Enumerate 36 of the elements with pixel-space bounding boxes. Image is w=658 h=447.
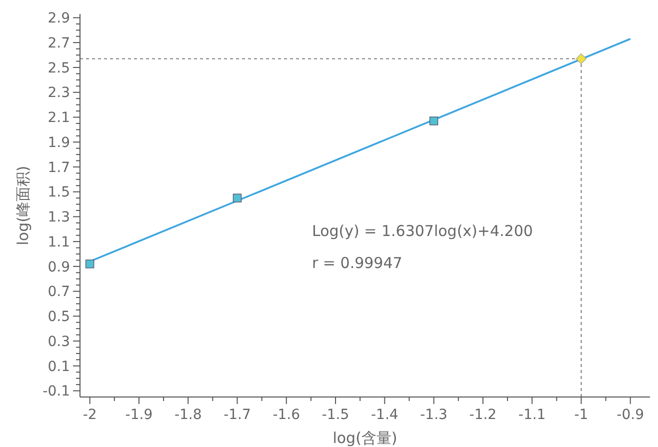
x-tick-label: -1.4: [370, 407, 398, 423]
x-tick-label: -1.8: [174, 407, 202, 423]
y-tick-label: 2.5: [48, 60, 70, 76]
y-tick-label: 0.1: [48, 358, 70, 375]
x-tick-label: -1: [574, 407, 588, 423]
x-tick-label: -1.7: [224, 407, 251, 423]
y-tick-label: 2.9: [48, 10, 70, 27]
y-tick-label: 1.7: [48, 160, 70, 176]
y-tick-label: 2.1: [48, 110, 70, 126]
point: [232, 194, 242, 202]
y-tick-label: 0.5: [48, 309, 70, 326]
y-tick-label: -0.1: [42, 384, 70, 400]
x-tick-label: -1.1: [518, 407, 546, 423]
annotation: Log(y) = 1.6307log(x)+4.200: [312, 222, 533, 240]
y-tick-label: 1.1: [48, 234, 70, 250]
y-tick-label: 0.7: [48, 284, 70, 300]
y-tick-label: 1.3: [48, 210, 70, 226]
y-tick-label: 2.7: [48, 36, 70, 52]
y-axis-title: log(峰面积): [14, 166, 32, 246]
y-tick-label: 1.9: [48, 134, 70, 151]
x-tick-label: -1.3: [420, 407, 448, 423]
y-tick-label: 1.5: [48, 184, 70, 201]
x-tick-label: -0.9: [616, 407, 644, 423]
point: [85, 260, 94, 268]
y-tick-label: 2.3: [48, 85, 70, 102]
x-axis-title: log(含量): [332, 429, 398, 447]
x-tick-label: -1.2: [469, 407, 497, 423]
annotation: r = 0.99947: [312, 254, 402, 272]
point: [429, 116, 438, 126]
x-tick-label: -1.9: [125, 407, 153, 423]
x-tick-label: -1.6: [272, 407, 300, 423]
point: [576, 53, 587, 64]
x-tick-label: -1.5: [322, 407, 350, 423]
x-tick-label: -2: [82, 407, 97, 423]
y-tick-label: 0.9: [48, 259, 70, 276]
y-tick-label: 0.3: [48, 334, 70, 350]
